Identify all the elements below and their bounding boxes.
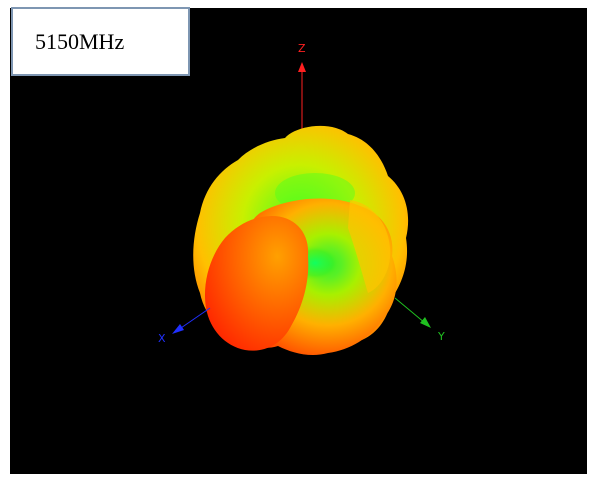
frequency-text: 5150MHz [35,28,125,54]
x-axis-label: X [158,332,166,345]
radiation-pattern-viewport[interactable]: Z X Y [10,8,587,474]
pattern-left-lobe [204,216,309,351]
frequency-label: 5150MHz [11,7,190,76]
x-axis: X [158,307,211,345]
radiation-pattern-3d: Z X Y [158,42,445,356]
pattern-right-lobe [348,200,391,293]
y-axis-label: Y [437,330,445,343]
y-axis: Y [394,297,445,343]
z-axis-label: Z [298,42,306,55]
